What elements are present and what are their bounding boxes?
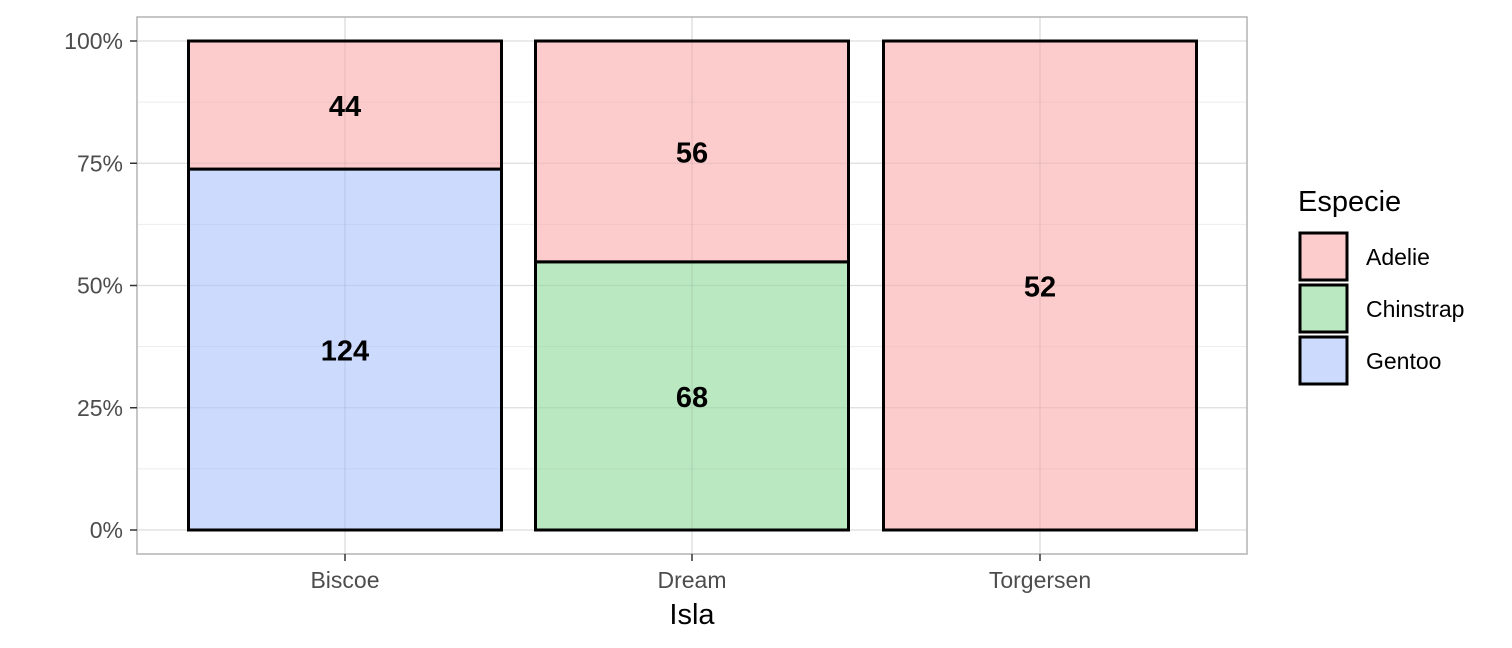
x-axis: Biscoe Dream Torgersen [310, 554, 1091, 593]
x-axis-title: Isla [669, 599, 715, 631]
grid-overlay [137, 40, 1247, 531]
bars [187, 39, 1198, 532]
legend-label-adelie: Adelie [1366, 244, 1430, 270]
legend-label-gentoo: Gentoo [1366, 348, 1441, 374]
bar-biscoe-adelie [187, 39, 503, 171]
y-tick-label: 75% [77, 150, 123, 176]
data-labels: 124 44 68 56 52 [321, 17, 1056, 554]
data-label-dream-chinstrap: 68 [676, 382, 708, 414]
y-tick-label: 100% [64, 28, 123, 54]
legend: Especie Adelie Chinstrap Gentoo [1298, 186, 1464, 386]
legend-key-gentoo [1298, 335, 1349, 386]
y-axis: 0% 25% 50% 75% 100% [64, 28, 137, 543]
data-label-biscoe-gentoo: 124 [321, 336, 369, 368]
legend-key-chinstrap [1298, 283, 1349, 334]
legend-key-adelie [1298, 231, 1349, 282]
x-tick-label-dream: Dream [657, 567, 726, 593]
x-tick-label-biscoe: Biscoe [310, 567, 379, 593]
data-label-biscoe-adelie: 44 [329, 91, 361, 123]
data-label-dream-adelie: 56 [676, 137, 708, 169]
bar-dream-adelie [534, 39, 850, 264]
legend-label-chinstrap: Chinstrap [1366, 296, 1464, 322]
y-tick-label: 50% [77, 273, 123, 299]
bar-biscoe-gentoo [187, 167, 503, 532]
data-label-torgersen-adelie: 52 [1024, 272, 1056, 304]
bar-torgersen-adelie [882, 39, 1198, 532]
y-tick-label: 0% [90, 517, 123, 543]
x-tick-label-torgersen: Torgersen [989, 567, 1091, 593]
legend-title: Especie [1298, 186, 1401, 218]
y-tick-label: 25% [77, 395, 123, 421]
